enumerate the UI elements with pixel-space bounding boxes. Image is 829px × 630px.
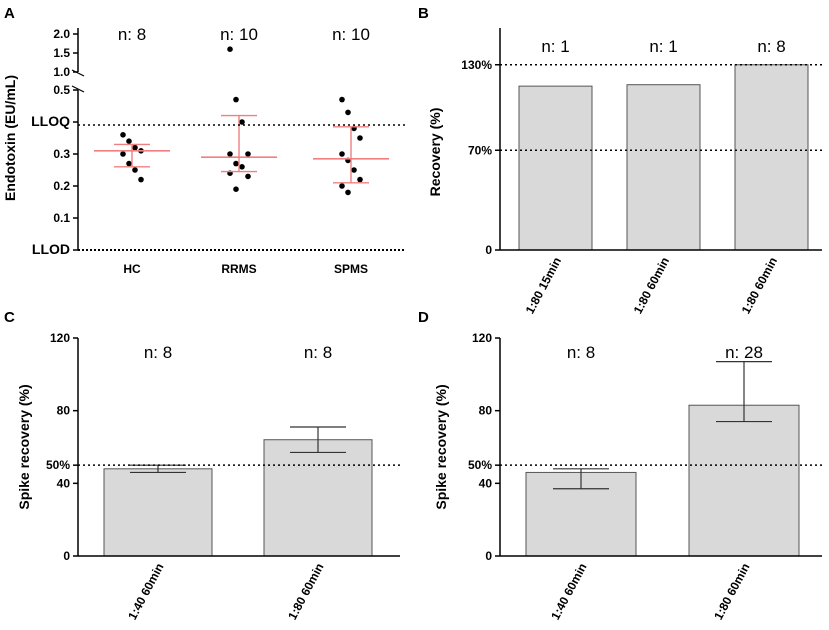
panel-b-n-label: n: 1	[541, 37, 569, 56]
panel-c-bar	[103, 468, 213, 557]
panel-a-category-label: SPMS	[334, 262, 368, 276]
panel-a-data-point	[245, 173, 251, 180]
panel-b-letter: B	[418, 5, 429, 22]
panel-c-y-tick-label: 120	[50, 331, 70, 345]
panel-a-category-label: HC	[123, 262, 141, 276]
panel-c-n-label: n: 8	[304, 343, 332, 362]
panel-b: B Recovery (%) 0 70% 130% n: 1 n: 1 n: 8 1:8…	[418, 5, 822, 316]
panel-a-data-point	[233, 186, 239, 192]
panel-a-data-point	[120, 132, 126, 138]
panel-d-ylabel: Spike recovery (%)	[433, 384, 449, 509]
panel-a-data-point	[357, 176, 363, 183]
panel-b-y-tick-label: 70%	[468, 143, 492, 157]
panel-d: D Spike recovery (%) 0 40 50% 80 120 n: 8 n: …	[418, 309, 822, 622]
panel-a-category-label: RRMS	[221, 262, 256, 276]
panel-b-category-label: 1:80 60min	[739, 255, 780, 316]
panel-a-data-point	[227, 46, 233, 52]
panel-a-y-tick-label: 1.0	[53, 65, 70, 79]
panel-c-category-label: 1:80 60min	[285, 561, 326, 622]
panel-a-data-point	[132, 167, 138, 173]
panel-a-y-tick-label: LLOD	[32, 241, 70, 257]
panel-a-n-label: n: 10	[220, 25, 258, 44]
panel-a-y-tick-label: 0.2	[53, 179, 70, 193]
panel-d-bar	[688, 404, 800, 557]
panel-a: A Endotoxin (EU/mL) LLOD 0.1 0.2 0.3 LLOQ 0.5…	[2, 5, 405, 276]
panel-a-data-point	[239, 119, 245, 125]
panel-a-data-point	[351, 167, 357, 173]
panel-a-data-point	[132, 144, 138, 151]
panel-c-bar	[263, 439, 373, 557]
panel-a-y-tick-label: 0.1	[53, 211, 70, 225]
panel-d-y-tick-label: 50%	[468, 458, 492, 472]
panel-d-category-label: 1:40 60min	[548, 561, 589, 622]
panel-c-n-label: n: 8	[144, 343, 172, 362]
panel-a-data-point	[339, 151, 345, 157]
panel-a-n-label: n: 8	[118, 25, 146, 44]
panel-b-n-label: n: 1	[649, 37, 677, 56]
panel-a-y-tick-label: 0.3	[53, 147, 70, 161]
panel-a-data-point	[126, 138, 132, 144]
panel-b-ylabel: Recovery (%)	[427, 108, 443, 197]
panel-a-data-point	[233, 96, 239, 103]
panel-a-data-point	[339, 183, 345, 189]
panel-d-y-tick-label: 80	[479, 404, 493, 418]
panel-a-data-point	[138, 176, 144, 183]
panel-c-ylabel: Spike recovery (%)	[16, 384, 32, 509]
panel-b-category-label: 1:80 60min	[631, 255, 672, 316]
panel-d-y-tick-label: 40	[479, 476, 493, 490]
panel-a-data-point	[120, 151, 126, 157]
panel-b-category-label: 1:80 15min	[523, 255, 564, 316]
panel-a-data-point	[126, 160, 132, 167]
panel-a-data-point	[227, 151, 233, 157]
panel-d-n-label: n: 28	[725, 343, 763, 362]
panel-a-data-point	[345, 189, 351, 196]
panel-d-letter: D	[418, 309, 429, 326]
panel-a-data-point	[233, 160, 239, 167]
panel-c-y-tick-label: 40	[57, 476, 71, 490]
panel-a-axis-break-mark	[71, 69, 85, 77]
panel-a-axis-break-mark	[71, 85, 85, 93]
panel-a-y-tick-label: LLOQ	[31, 113, 70, 129]
panel-d-n-label: n: 8	[567, 343, 595, 362]
panel-c-category-label: 1:40 60min	[125, 561, 166, 622]
panel-b-y-tick-label: 0	[485, 243, 492, 257]
panel-a-data-point	[345, 109, 351, 116]
panel-a-data-point	[245, 151, 251, 157]
panel-a-n-label: n: 10	[332, 25, 370, 44]
panel-a-data-point	[357, 135, 363, 141]
panel-a-y-tick-label: 1.5	[53, 46, 70, 60]
panel-a-y-tick-label: 0.5	[53, 83, 70, 97]
panel-a-data-point	[239, 164, 245, 170]
panel-b-bar	[734, 64, 809, 251]
panel-c-y-tick-label: 80	[57, 404, 71, 418]
panel-d-y-tick-label: 0	[485, 549, 492, 563]
panel-c-letter: C	[4, 309, 15, 326]
panel-a-data-point	[339, 96, 345, 103]
panel-b-bar	[626, 84, 701, 251]
panel-a-ylabel: Endotoxin (EU/mL)	[2, 75, 18, 201]
panel-b-bar	[518, 85, 593, 251]
panel-d-y-tick-label: 120	[472, 331, 492, 345]
panel-c-y-tick-label: 50%	[46, 458, 70, 472]
panel-d-category-label: 1:80 60min	[711, 561, 752, 622]
panel-b-y-tick-label: 130%	[461, 58, 492, 72]
panel-b-n-label: n: 8	[757, 37, 785, 56]
panel-c-y-tick-label: 0	[63, 549, 70, 563]
panel-c: C Spike recovery (%) 0 40 50% 80 120 n: 8 n: …	[4, 309, 400, 622]
panel-a-y-tick-label: 2.0	[53, 27, 70, 41]
panel-a-letter: A	[4, 5, 15, 22]
